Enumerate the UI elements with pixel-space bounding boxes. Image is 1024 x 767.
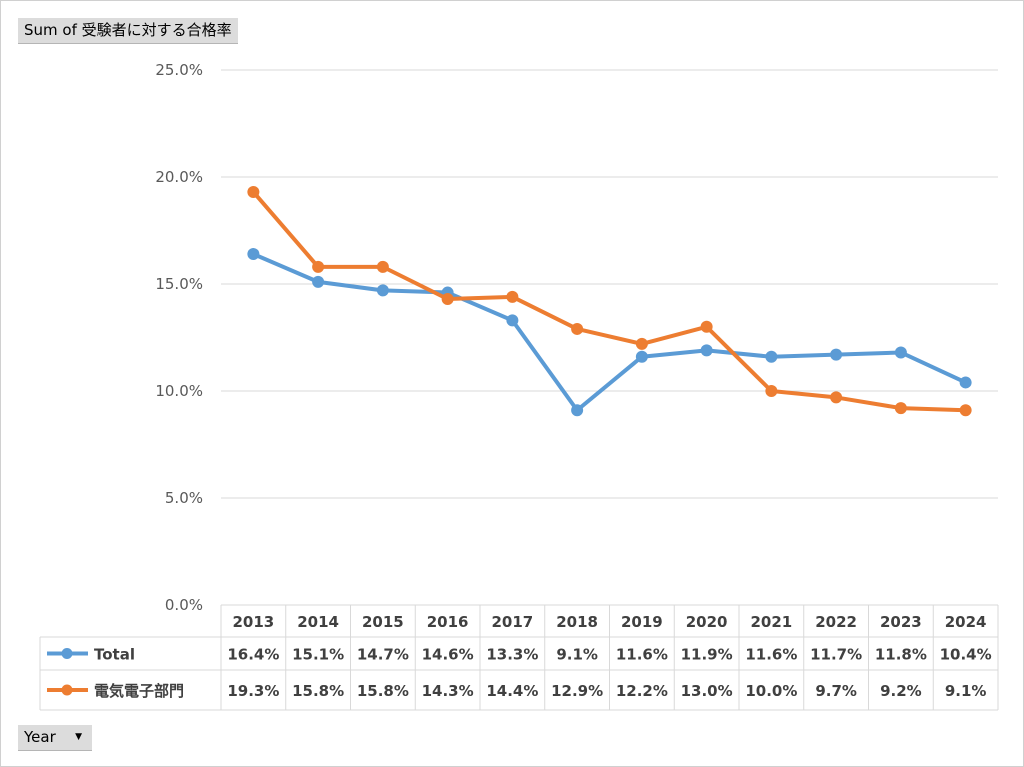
data-point	[376, 260, 389, 273]
data-label: 15.8%	[357, 682, 409, 700]
x-tick-label: 2018	[556, 613, 598, 631]
data-label: 9.2%	[880, 682, 922, 700]
legend-series-name: 電気電子部門	[94, 682, 184, 700]
data-point	[635, 350, 648, 363]
x-tick-label: 2021	[751, 613, 793, 631]
data-point	[959, 404, 972, 417]
y-tick-label: 10.0%	[155, 382, 203, 400]
data-point	[441, 292, 454, 305]
y-tick-label: 0.0%	[165, 596, 203, 614]
data-point	[765, 385, 778, 397]
x-tick-label: 2024	[945, 613, 987, 631]
data-label: 14.3%	[422, 682, 474, 700]
data-point	[312, 275, 325, 288]
data-label: 11.6%	[745, 646, 797, 664]
y-tick-label: 5.0%	[165, 489, 203, 507]
data-label: 13.3%	[486, 646, 538, 664]
y-axis-ticks: 0.0% 5.0% 10.0% 15.0% 20.0% 25.0%	[155, 61, 203, 614]
data-label: 13.0%	[681, 682, 733, 700]
data-point	[506, 290, 519, 303]
data-table: 2013 2014 2015 2016 2017 2018 2019 2020 2021 2022…	[39, 604, 999, 711]
x-tick-label: 2015	[362, 613, 404, 631]
data-point	[700, 320, 713, 333]
x-tick-label: 2016	[427, 613, 469, 631]
data-label: 14.4%	[486, 682, 538, 700]
data-label: 15.1%	[292, 646, 344, 664]
x-tick-label: 2013	[233, 613, 275, 631]
value-field-button[interactable]: Sum of 受験者に対する合格率	[18, 18, 238, 44]
x-tick-label: 2017	[492, 613, 534, 631]
data-point	[571, 322, 584, 335]
legend-series-name: Total	[94, 646, 135, 664]
data-label: 12.9%	[551, 682, 603, 700]
data-label: 12.2%	[616, 682, 668, 700]
data-label: 11.9%	[681, 646, 733, 664]
data-point	[635, 337, 648, 350]
series-line	[251, 189, 968, 413]
series-line	[251, 252, 968, 413]
x-tick-label: 2022	[815, 613, 857, 631]
data-label: 9.1%	[556, 646, 598, 664]
data-point	[376, 284, 389, 297]
data-point	[506, 314, 519, 327]
data-label: 19.3%	[227, 682, 279, 700]
data-point	[894, 346, 907, 359]
data-point	[247, 248, 260, 261]
data-label: 10.0%	[745, 682, 797, 700]
data-label: 11.7%	[810, 646, 862, 664]
legend-key-marker	[61, 648, 73, 659]
data-point	[894, 402, 907, 415]
dropdown-arrow-icon: ▼	[75, 732, 82, 742]
data-point	[247, 185, 260, 198]
data-label: 15.8%	[292, 682, 344, 700]
series-lines	[247, 185, 972, 417]
x-tick-label: 2019	[621, 613, 663, 631]
data-label: 10.4%	[940, 646, 992, 664]
data-point	[765, 350, 778, 363]
data-point	[830, 348, 843, 361]
x-tick-label: 2014	[297, 613, 339, 631]
data-label: 9.1%	[945, 682, 987, 700]
data-label: 14.6%	[422, 646, 474, 664]
data-label: 11.8%	[875, 646, 927, 664]
axis-field-label: Year	[24, 728, 56, 746]
data-point	[700, 344, 713, 357]
x-tick-label: 2023	[880, 613, 922, 631]
data-point	[830, 391, 843, 404]
data-label: 14.7%	[357, 646, 409, 664]
data-label: 9.7%	[815, 682, 857, 700]
y-tick-label: 20.0%	[155, 168, 203, 186]
data-label: 16.4%	[227, 646, 279, 664]
x-tick-label: 2020	[686, 613, 728, 631]
y-tick-label: 25.0%	[155, 61, 203, 79]
data-label: 11.6%	[616, 646, 668, 664]
y-tick-label: 15.0%	[155, 275, 203, 293]
legend-key-marker	[61, 684, 73, 696]
gridlines	[221, 69, 998, 499]
data-point	[571, 404, 584, 417]
axis-field-button[interactable]: Year ▼	[18, 725, 92, 751]
data-point	[312, 260, 325, 273]
data-point	[959, 376, 972, 389]
